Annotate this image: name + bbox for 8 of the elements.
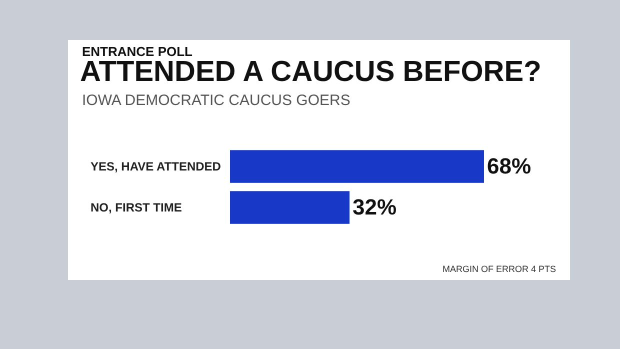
y-tick-label: NO, FIRST TIME: [90, 200, 182, 214]
text: MARGIN OF ERROR 4 PTS: [442, 264, 556, 274]
chart-subtitle: IOWA DEMOCRATIC CAUCUS GOERS: [82, 92, 350, 109]
chart-title: ATTENDED A CAUCUS BEFORE?: [80, 56, 542, 89]
data-label: 68%: [487, 154, 532, 178]
data-label: 32%: [352, 194, 397, 220]
y-tick-label: YES, HAVE ATTENDED: [90, 160, 222, 174]
text: ENTRANCE POLL: [82, 44, 192, 59]
